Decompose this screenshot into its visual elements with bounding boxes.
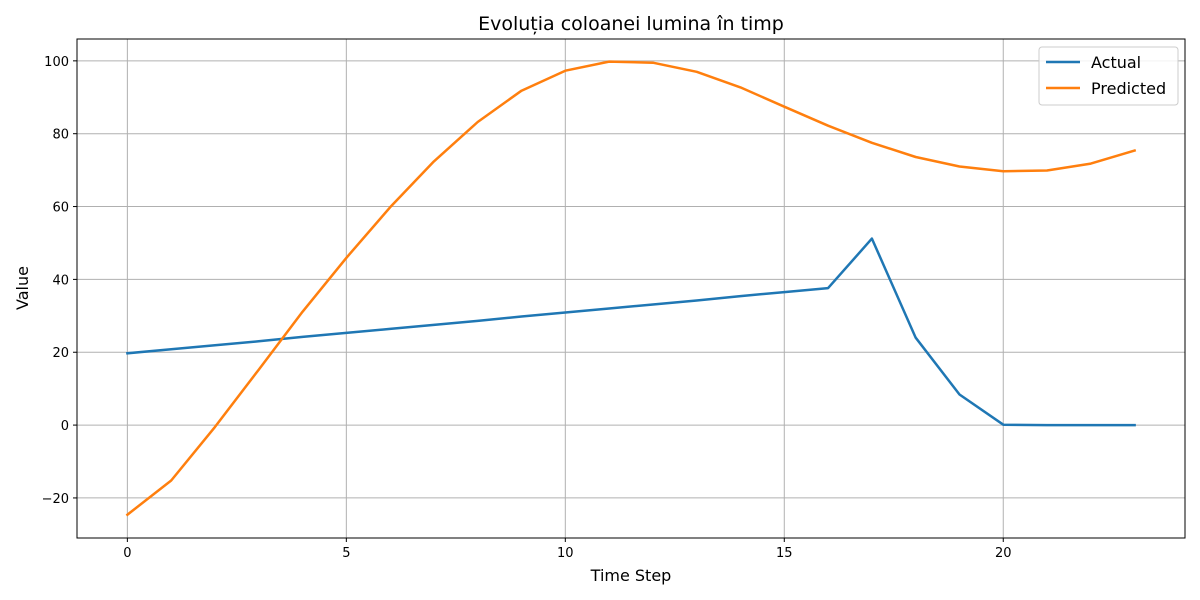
y-tick-label: 20	[52, 346, 69, 361]
y-tick-label: 0	[61, 419, 69, 434]
y-tick-label: 100	[44, 55, 69, 70]
y-tick-label: −20	[42, 492, 69, 507]
y-axis-title: Value	[13, 266, 32, 310]
series-line-actual	[126, 237, 1136, 427]
x-tick-label: 15	[776, 546, 793, 561]
x-tick-label: 0	[123, 546, 131, 561]
y-tick-label: 40	[52, 273, 69, 288]
legend-label-actual: Actual	[1091, 53, 1141, 72]
legend: Actual Predicted	[1038, 46, 1179, 106]
x-tick-label: 5	[342, 546, 350, 561]
series-line-predicted	[125, 60, 1137, 517]
y-tick-label: 80	[52, 128, 69, 143]
chart-title: Evoluția coloanei lumina în timp	[478, 13, 784, 35]
legend-label-predicted: Predicted	[1091, 79, 1166, 98]
x-axis-title: Time Step	[590, 566, 672, 585]
plot-area-frame	[76, 38, 1186, 539]
grid-lines	[77, 39, 1185, 538]
axis-ticks: 0 5 10 15 20 −20 0 20 40 60 80 100	[42, 55, 1012, 561]
series-lines	[125, 60, 1137, 517]
x-tick-label: 20	[995, 546, 1012, 561]
y-tick-label: 60	[52, 201, 69, 216]
x-tick-label: 10	[557, 546, 574, 561]
